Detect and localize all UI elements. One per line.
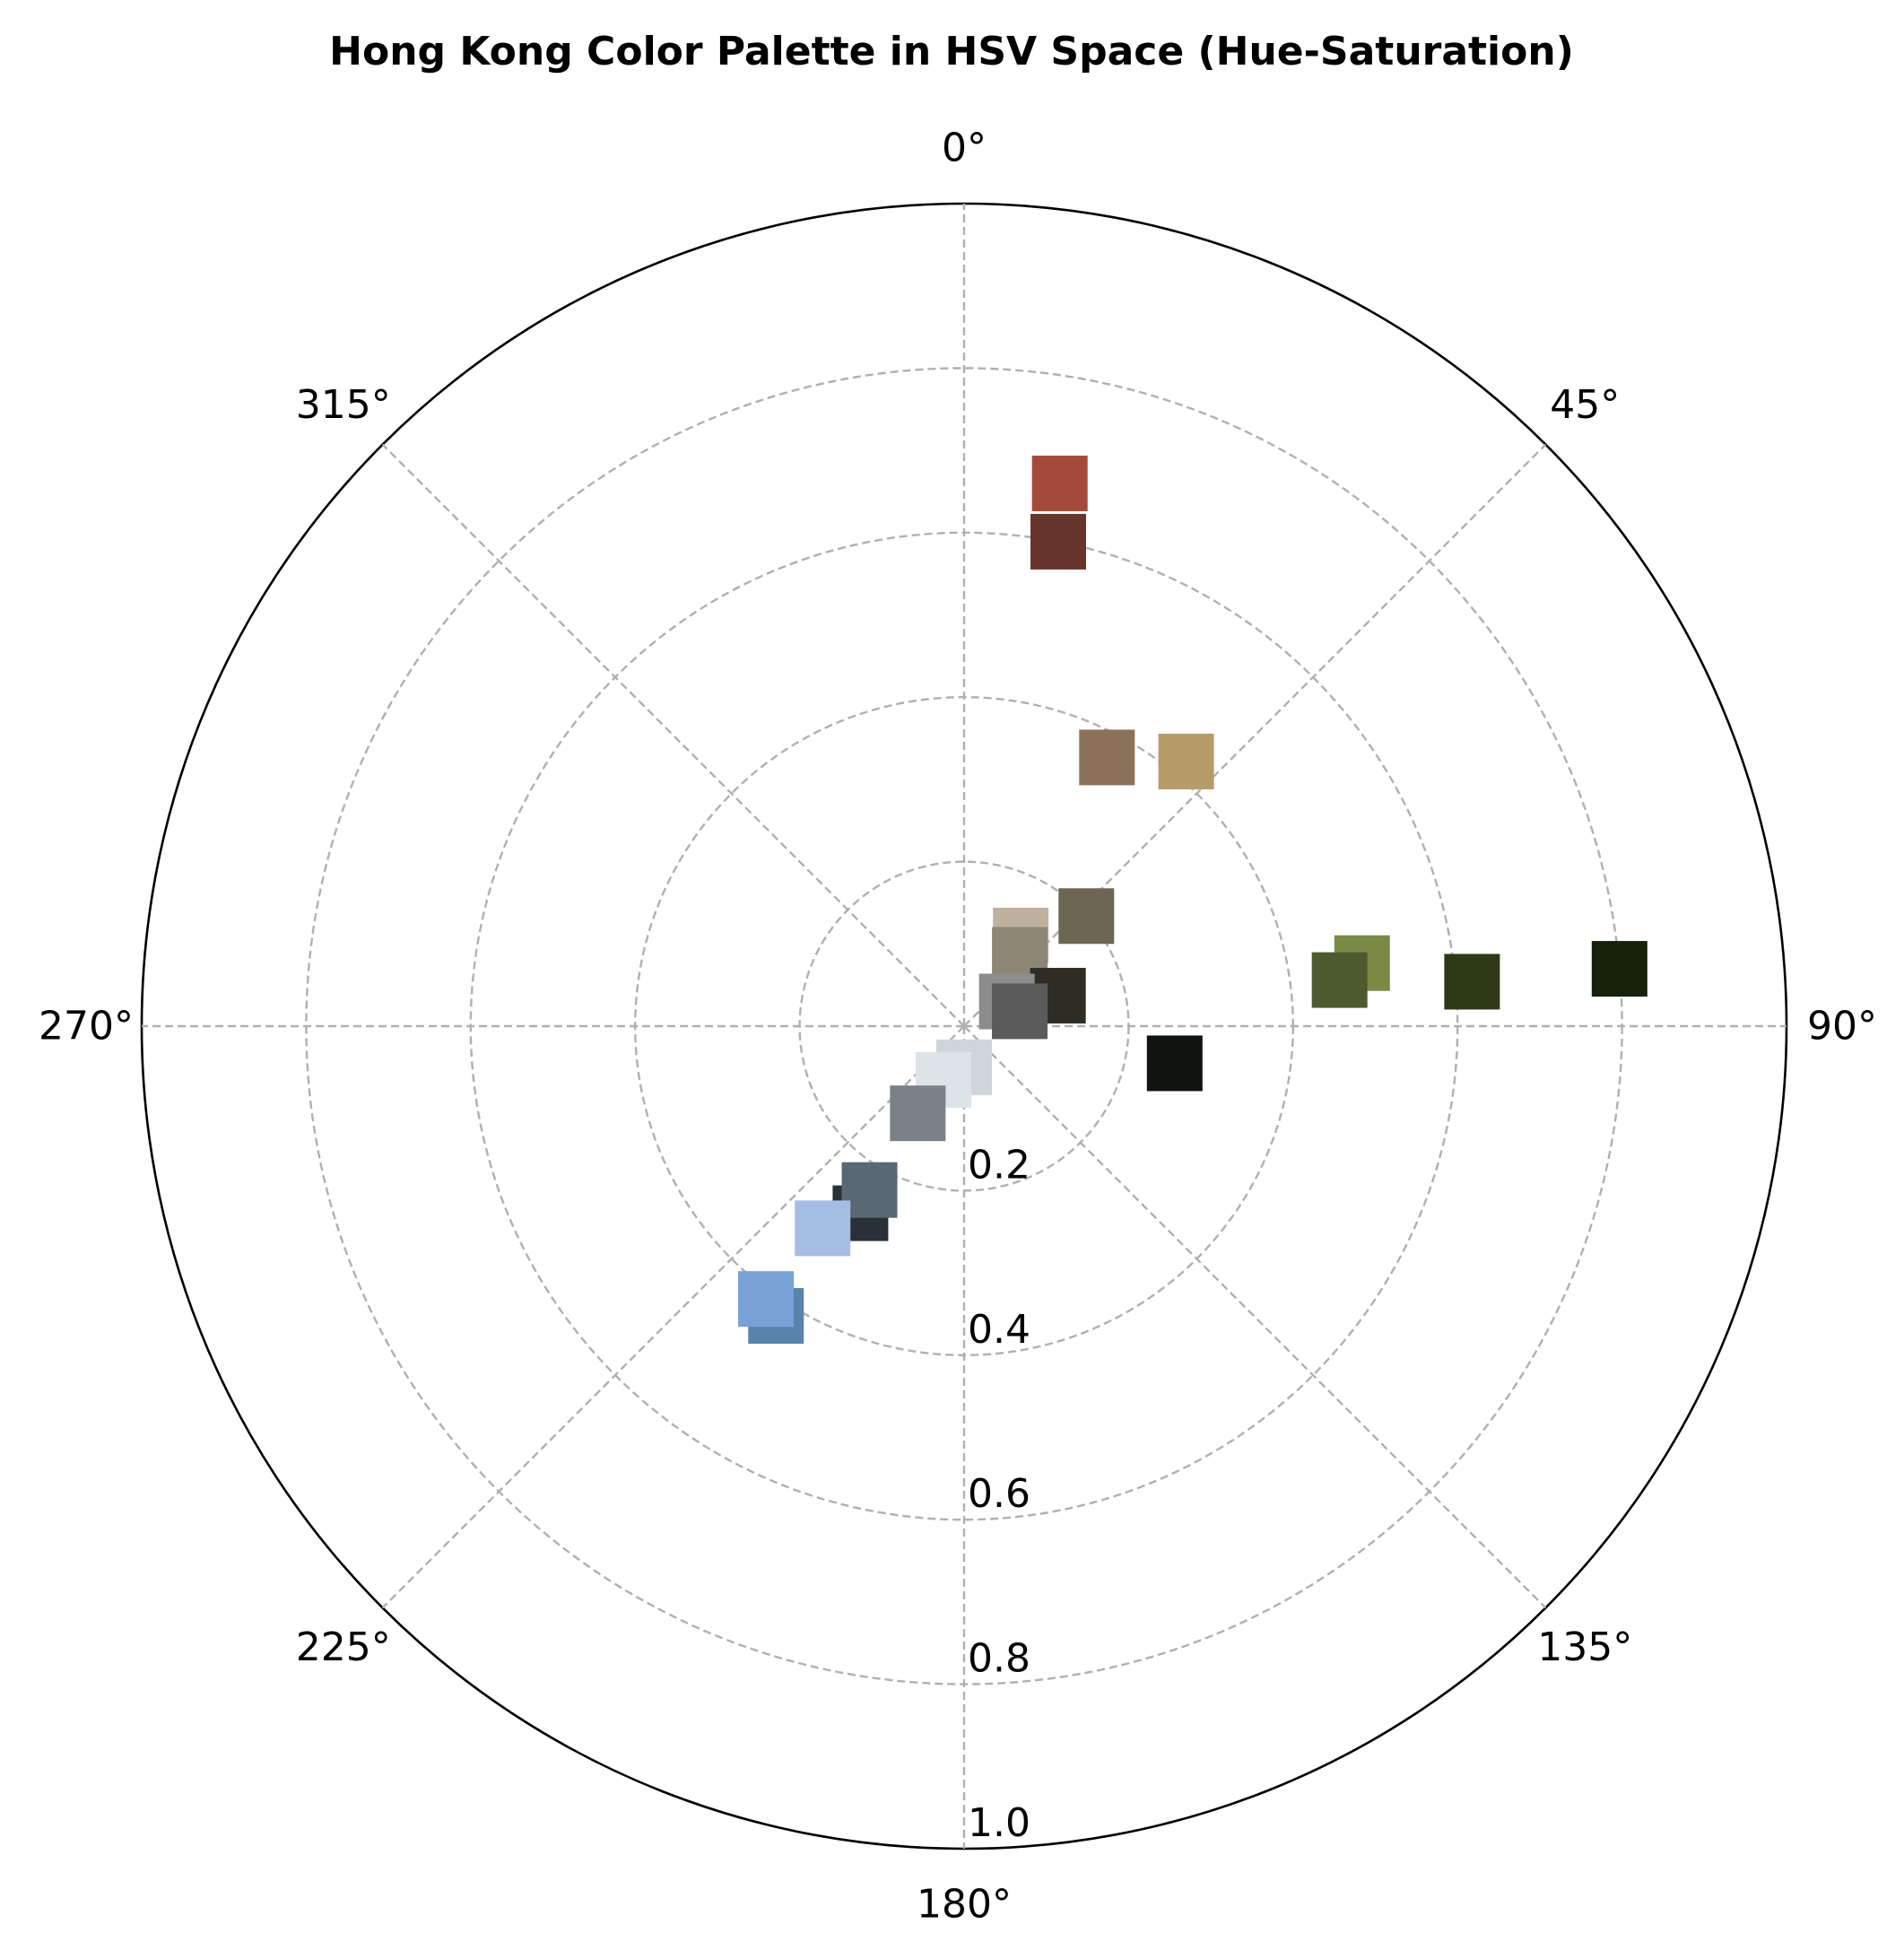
radial-tick-labels: 0.2 0.4 0.6 0.8 1.0 bbox=[968, 1142, 1030, 1846]
angular-gridlines bbox=[142, 204, 1787, 1849]
data-point bbox=[992, 983, 1048, 1040]
angular-gridline bbox=[381, 1025, 965, 1609]
angular-tick-label: 135° bbox=[1537, 1624, 1632, 1670]
data-point bbox=[738, 1271, 795, 1328]
data-point bbox=[1158, 733, 1214, 789]
radial-tick-label: 0.4 bbox=[968, 1307, 1030, 1353]
data-point bbox=[890, 1085, 946, 1142]
radial-tick-label: 0.2 bbox=[968, 1142, 1030, 1188]
angular-tick-label: 90° bbox=[1807, 1004, 1877, 1049]
data-point bbox=[1030, 513, 1086, 570]
angular-tick-label: 225° bbox=[296, 1624, 391, 1670]
data-point bbox=[1146, 1035, 1203, 1092]
angular-tick-label: 315° bbox=[296, 382, 391, 428]
chart-title: Hong Kong Color Palette in HSV Space (Hu… bbox=[329, 29, 1574, 74]
data-point bbox=[1591, 941, 1648, 997]
angular-gridline bbox=[963, 443, 1547, 1027]
radial-tick-label: 1.0 bbox=[968, 1800, 1030, 1846]
data-point bbox=[1444, 954, 1500, 1010]
data-point bbox=[1311, 952, 1368, 1008]
data-point bbox=[841, 1162, 898, 1218]
radial-tick-label: 0.6 bbox=[968, 1471, 1030, 1517]
data-point bbox=[1058, 888, 1115, 945]
data-point bbox=[1031, 455, 1088, 511]
data-points bbox=[738, 455, 1648, 1345]
angular-tick-label: 180° bbox=[917, 1882, 1012, 1928]
data-point bbox=[1079, 729, 1135, 786]
angular-tick-labels: 0° 45° 90° 135° 180° 225° 270° 315° bbox=[39, 126, 1877, 1928]
data-point bbox=[795, 1200, 851, 1257]
angular-tick-label: 270° bbox=[39, 1004, 134, 1049]
angular-gridline bbox=[381, 443, 965, 1027]
angular-gridline bbox=[963, 1025, 1547, 1609]
angular-tick-label: 0° bbox=[942, 126, 987, 171]
radial-tick-label: 0.8 bbox=[968, 1636, 1030, 1682]
angular-tick-label: 45° bbox=[1550, 382, 1620, 428]
